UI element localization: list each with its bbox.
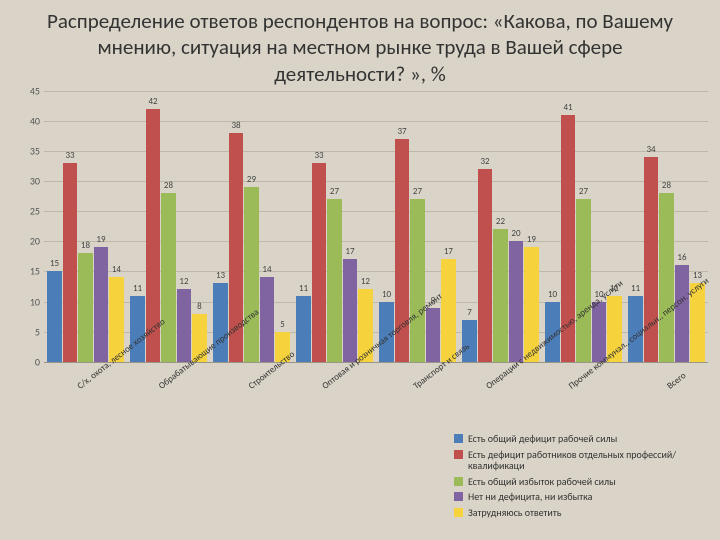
bar-value-label: 19 — [527, 234, 536, 245]
bar: 27 — [576, 199, 590, 362]
bar: 20 — [509, 241, 523, 361]
legend-swatch — [454, 492, 463, 501]
legend-swatch — [454, 450, 463, 459]
bar-value-label: 11 — [133, 283, 142, 294]
bar-group: 1133271712 — [293, 91, 376, 362]
bar: 12 — [177, 289, 191, 361]
y-tick-label: 30 — [20, 175, 40, 188]
plot-area: 0510152025303540451533181914114228128133… — [44, 91, 708, 363]
bar-value-label: 10 — [382, 289, 391, 300]
legend-item: Есть общий дефицит рабочей силы — [454, 433, 714, 445]
bar-value-label: 14 — [112, 264, 121, 275]
bar-value-label: 33 — [314, 150, 323, 161]
bar-value-label: 27 — [579, 186, 588, 197]
bar: 14 — [260, 277, 274, 361]
bar-value-label: 27 — [330, 186, 339, 197]
legend-item: Нет ни дефицита, ни избытка — [454, 491, 714, 503]
bar-group: 1533181914 — [44, 91, 127, 362]
bar-value-label: 14 — [262, 264, 271, 275]
legend-swatch — [454, 477, 463, 486]
bar: 18 — [78, 253, 92, 361]
bar-group: 1041271011 — [542, 91, 625, 362]
bar-value-label: 20 — [511, 228, 520, 239]
bar-value-label: 11 — [299, 283, 308, 294]
bar-value-label: 12 — [179, 276, 188, 287]
y-tick-label: 20 — [20, 235, 40, 248]
bar-value-label: 11 — [631, 283, 640, 294]
legend-swatch — [454, 434, 463, 443]
bar-value-label: 28 — [164, 180, 173, 191]
legend-label: Затрудняюсь ответить — [468, 507, 561, 519]
bar-value-label: 18 — [81, 240, 90, 251]
legend-label: Есть общий избыток рабочей силы — [468, 476, 616, 488]
bar: 32 — [478, 169, 492, 362]
bar-value-label: 29 — [247, 174, 256, 185]
bar: 11 — [296, 296, 310, 362]
x-axis-labels: С/х, охота, лесное хозяйствоОбрабатывающ… — [44, 363, 708, 383]
bar-value-label: 37 — [397, 126, 406, 137]
y-tick-label: 10 — [20, 295, 40, 308]
y-tick-label: 5 — [20, 325, 40, 338]
bar-value-label: 5 — [280, 319, 285, 330]
bar-value-label: 16 — [677, 252, 686, 263]
bar-value-label: 15 — [50, 258, 59, 269]
bar: 27 — [327, 199, 341, 362]
bar: 28 — [659, 193, 673, 362]
bar-value-label: 13 — [216, 270, 225, 281]
bar: 17 — [441, 259, 455, 361]
legend-label: Нет ни дефицита, ни избытка — [468, 491, 592, 503]
bar-value-label: 38 — [231, 120, 240, 131]
bar-value-label: 34 — [646, 144, 655, 155]
chart-area: 0510152025303540451533181914114228128133… — [18, 91, 708, 381]
bar-value-label: 12 — [361, 276, 370, 287]
bar-value-label: 19 — [96, 234, 105, 245]
bar-group: 1134281613 — [625, 91, 708, 362]
legend-item: Затрудняюсь ответить — [454, 507, 714, 519]
bar: 19 — [94, 247, 108, 361]
bar-value-label: 7 — [467, 307, 472, 318]
bar-group: 732222019 — [459, 91, 542, 362]
bar-value-label: 32 — [480, 156, 489, 167]
bar: 16 — [675, 265, 689, 361]
bar-value-label: 27 — [413, 186, 422, 197]
legend-item: Есть дефицит работников отдельных профес… — [454, 449, 714, 472]
bar-value-label: 41 — [563, 102, 572, 113]
y-tick-label: 45 — [20, 84, 40, 97]
legend-label: Есть общий дефицит рабочей силы — [468, 433, 617, 445]
y-tick-label: 0 — [20, 355, 40, 368]
y-tick-label: 35 — [20, 144, 40, 157]
bar: 28 — [161, 193, 175, 362]
legend: Есть общий дефицит рабочей силы Есть дефи… — [454, 429, 714, 522]
legend-label: Есть дефицит работников отдельных профес… — [468, 449, 714, 472]
y-tick-label: 15 — [20, 265, 40, 278]
bar: 33 — [63, 163, 77, 362]
bar: 22 — [493, 229, 507, 361]
bar-value-label: 33 — [65, 150, 74, 161]
bar-group: 103727917 — [376, 91, 459, 362]
legend-item: Есть общий избыток рабочей силы — [454, 476, 714, 488]
bar: 17 — [343, 259, 357, 361]
bar-value-label: 42 — [148, 96, 157, 107]
bar: 9 — [426, 308, 440, 362]
bar-value-label: 17 — [444, 246, 453, 257]
bar-value-label: 22 — [496, 216, 505, 227]
legend-swatch — [454, 508, 463, 517]
bar-value-label: 10 — [548, 289, 557, 300]
bar-value-label: 17 — [345, 246, 354, 257]
x-tick-label: Всего — [664, 370, 687, 392]
y-tick-label: 40 — [20, 114, 40, 127]
bar: 29 — [244, 187, 258, 362]
bar-value-label: 28 — [662, 180, 671, 191]
bar: 15 — [47, 271, 61, 361]
bar: 27 — [410, 199, 424, 362]
bar-group: 114228128 — [127, 91, 210, 362]
y-tick-label: 25 — [20, 205, 40, 218]
chart-title: Распределение ответов респондентов на во… — [0, 0, 720, 91]
bar: 33 — [312, 163, 326, 362]
bar-value-label: 8 — [197, 301, 202, 312]
